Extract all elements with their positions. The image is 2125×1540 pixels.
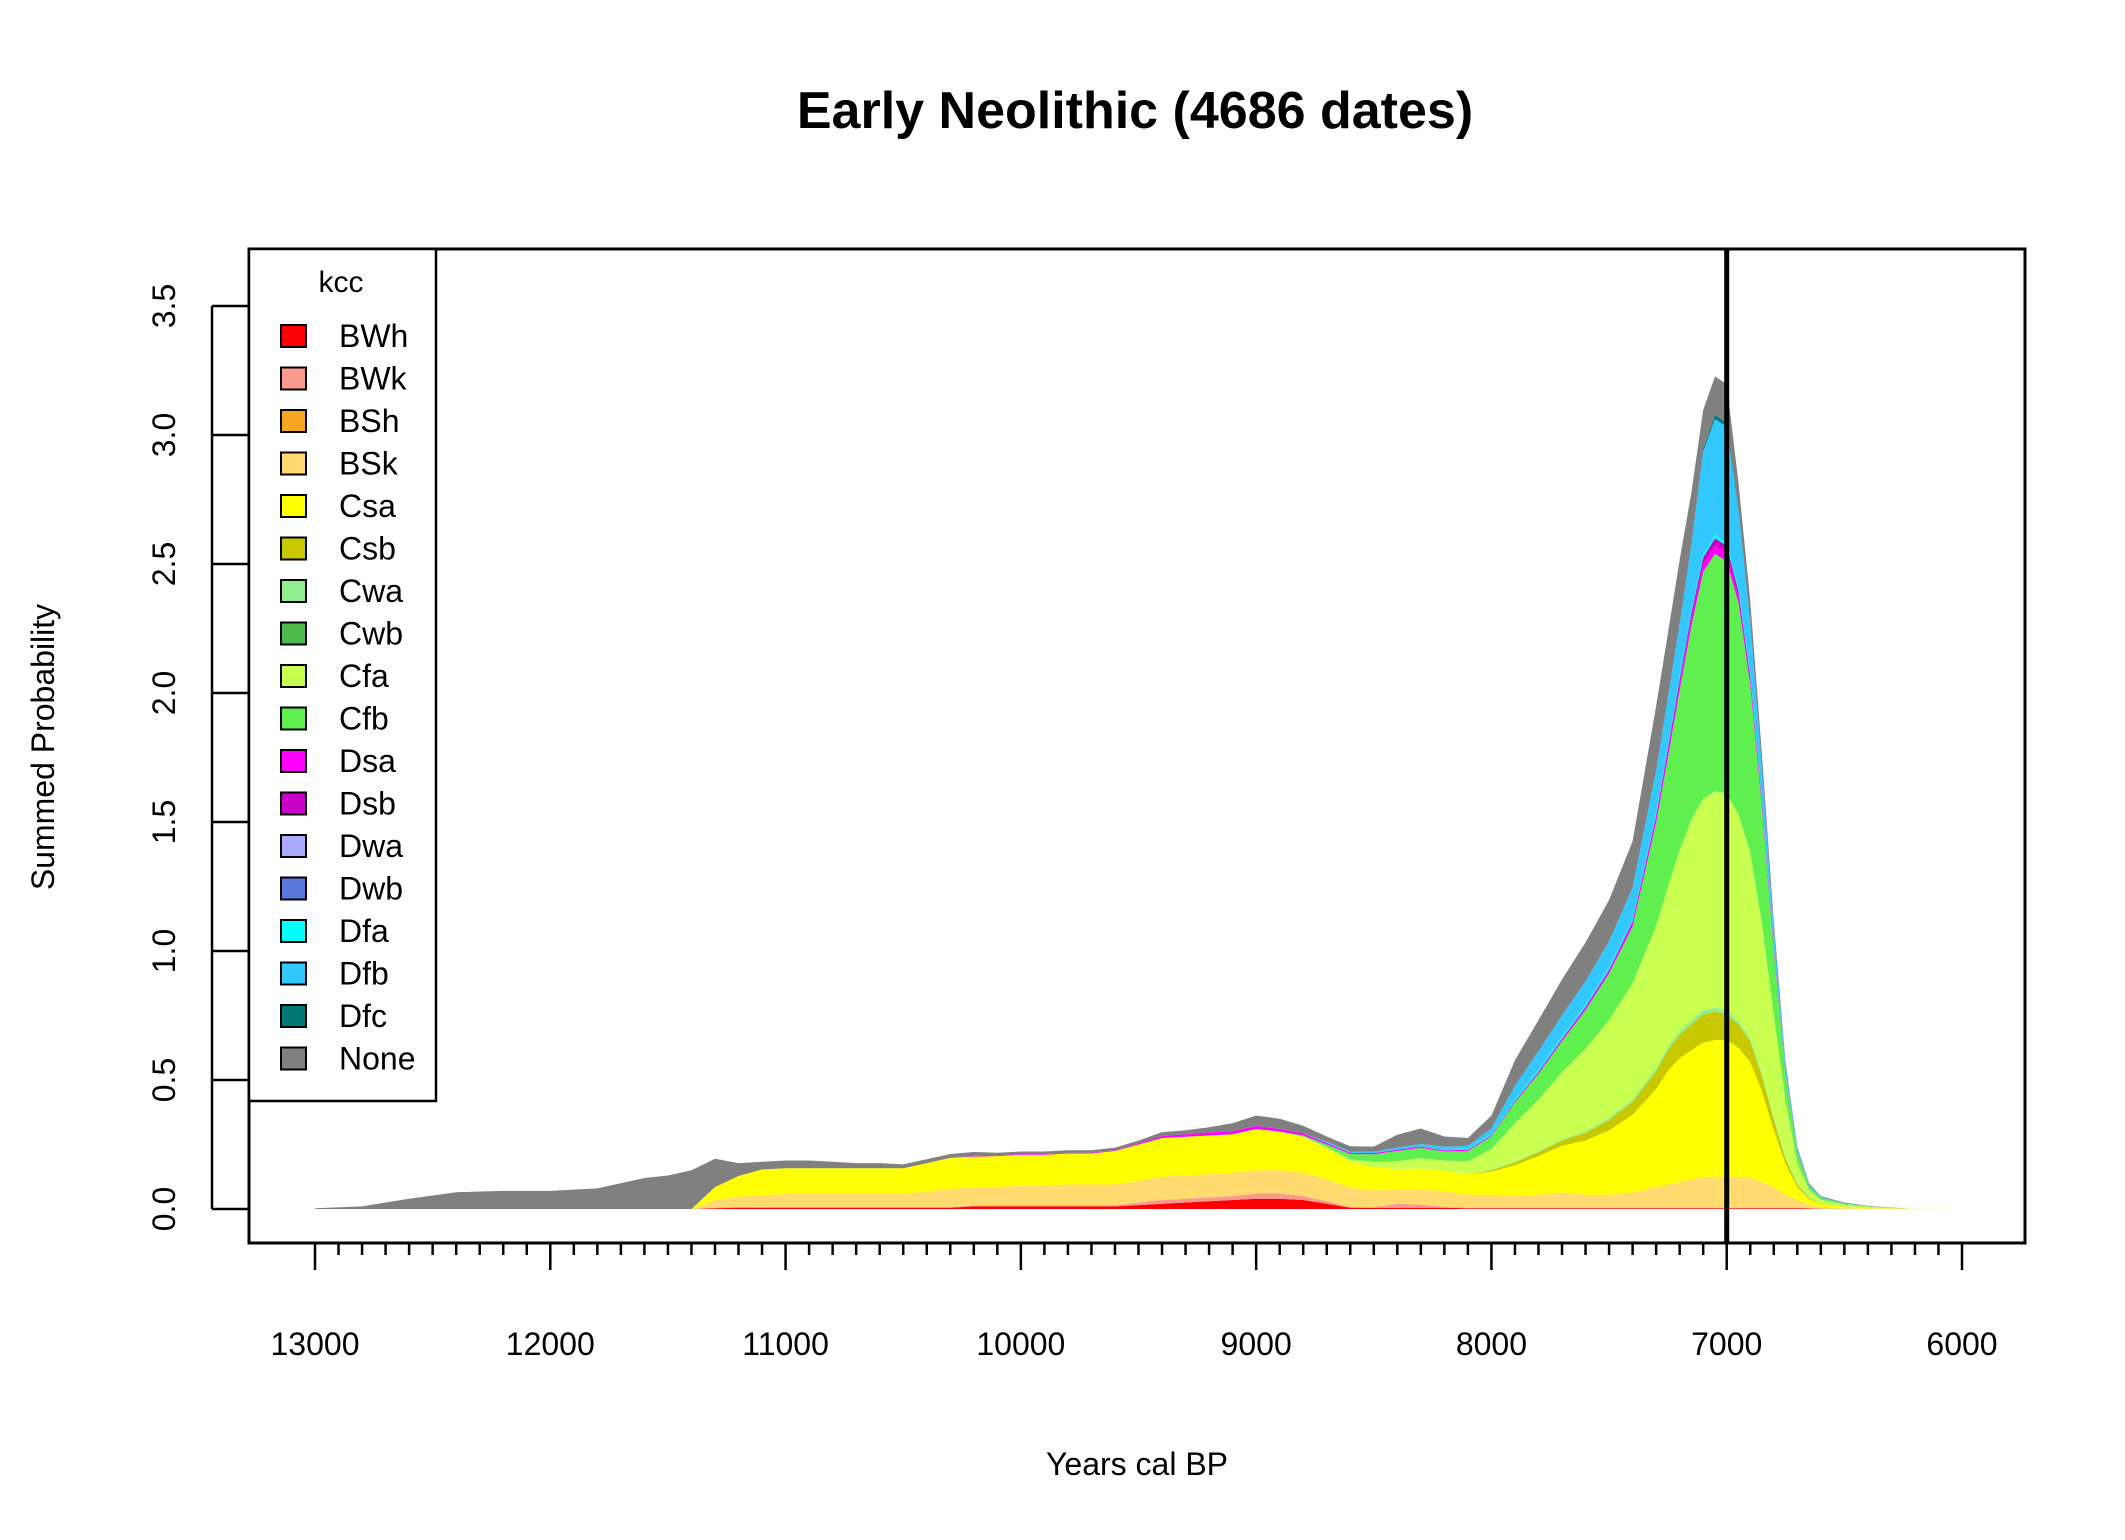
- legend-swatch-csa: [280, 494, 307, 518]
- x-tick-label: 12000: [506, 1326, 595, 1362]
- y-tick-label: 3.0: [146, 413, 182, 457]
- legend-swatch-cfa: [280, 664, 307, 688]
- legend-swatch-cfb: [280, 706, 307, 731]
- y-tick-label: 3.5: [146, 284, 182, 328]
- legend-swatch-csb: [280, 536, 307, 561]
- y-axis-label: Summed Probability: [25, 604, 61, 890]
- legend-swatch-cwa: [280, 579, 307, 603]
- legend-label-dwa: Dwa: [339, 828, 403, 864]
- legend-label-csb: Csb: [339, 531, 396, 567]
- x-tick-label: 7000: [1691, 1326, 1762, 1362]
- legend-label-csa: Csa: [339, 488, 396, 524]
- legend-label-dsb: Dsb: [339, 786, 396, 822]
- legend-label-cwb: Cwb: [339, 616, 403, 652]
- legend-label-dwb: Dwb: [339, 871, 403, 907]
- legend-swatch-dwa: [280, 834, 307, 858]
- legend-swatch-bsh: [280, 409, 307, 433]
- legend-items: BWh BWk BSh BSk Csa Csb Cwa Cwb Cfa Cfb Dsa Dsb Dwa D…: [280, 318, 416, 1077]
- legend-swatch-cwb: [280, 621, 307, 646]
- x-axis: 13000 12000 11000 10000 9000 8000 7000 6000: [271, 1243, 1998, 1362]
- legend: kcc BWh BWk BSh BSk Csa Csb Cwa Cwb Cfa Cfb Dsa Dsb…: [247, 247, 438, 1103]
- area-bwh: [315, 1198, 1962, 1209]
- legend-label-dsa: Dsa: [339, 743, 396, 779]
- area-csb: [315, 1011, 1962, 1209]
- y-tick-label: 1.5: [146, 800, 182, 844]
- legend-label-dfb: Dfb: [339, 956, 389, 992]
- chart-title: Early Neolithic (4686 dates): [797, 82, 1473, 140]
- legend-label-bwh: BWh: [339, 318, 408, 354]
- area-csa: [315, 1040, 1962, 1209]
- legend-swatch-dfb: [280, 961, 307, 986]
- legend-swatch-dsa: [280, 749, 307, 773]
- area-cfa: [315, 791, 1962, 1209]
- legend-label-bsh: BSh: [339, 403, 399, 439]
- legend-label-bwk: BWk: [339, 361, 408, 397]
- y-tick-label: 2.0: [146, 671, 182, 715]
- legend-swatch-bsk: [280, 451, 307, 476]
- legend-swatch-bwh: [280, 324, 307, 348]
- stacked-areas: [315, 376, 1962, 1210]
- legend-label-cwa: Cwa: [339, 573, 403, 609]
- legend-label-dfa: Dfa: [339, 913, 389, 949]
- y-tick-label: 2.5: [146, 542, 182, 586]
- legend-swatch-dsb: [280, 791, 307, 816]
- legend-swatch-dwb: [280, 876, 307, 901]
- legend-swatch-dfc: [280, 1004, 307, 1028]
- legend-label-bsk: BSk: [339, 446, 399, 482]
- legend-swatch-none: [280, 1046, 307, 1071]
- x-tick-label: 9000: [1221, 1326, 1292, 1362]
- legend-label-cfa: Cfa: [339, 658, 389, 694]
- y-tick-label: 0.5: [146, 1058, 182, 1102]
- x-tick-label: 13000: [271, 1326, 360, 1362]
- legend-title: kcc: [319, 266, 364, 299]
- x-tick-label: 11000: [742, 1326, 829, 1362]
- legend-swatch-dfa: [280, 919, 307, 943]
- area-none: [315, 376, 1962, 1209]
- legend-swatch-bwk: [280, 366, 307, 391]
- y-axis: 0.0 0.5 1.0 1.5 2.0 2.5 3.0 3.5: [146, 284, 249, 1231]
- x-tick-label: 6000: [1926, 1326, 1997, 1362]
- legend-label-dfc: Dfc: [339, 998, 387, 1034]
- x-tick-label: 10000: [976, 1326, 1065, 1362]
- x-tick-label: 8000: [1456, 1326, 1527, 1362]
- y-tick-label: 1.0: [146, 929, 182, 973]
- area-bsk: [315, 1170, 1962, 1209]
- y-tick-label: 0.0: [146, 1187, 182, 1231]
- legend-label-cfb: Cfb: [339, 701, 389, 737]
- x-axis-label: Years cal BP: [1046, 1446, 1228, 1482]
- legend-label-none: None: [339, 1041, 416, 1077]
